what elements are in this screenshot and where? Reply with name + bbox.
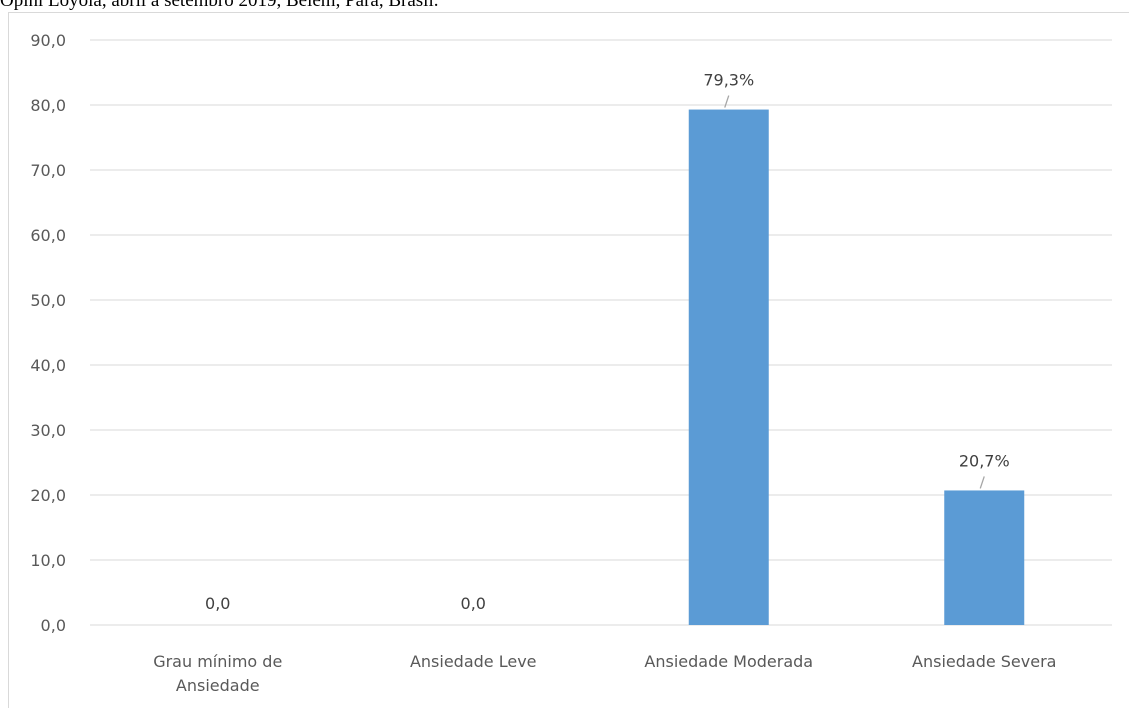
data-label: 0,0	[205, 594, 230, 613]
y-tick-label: 90,0	[30, 31, 66, 50]
y-tick-label: 50,0	[30, 291, 66, 310]
data-label-leader	[979, 476, 985, 489]
y-tick-label: 30,0	[30, 421, 66, 440]
category-label: Grau mínimo de	[153, 652, 282, 671]
category-label: Ansiedade Severa	[912, 652, 1056, 671]
y-tick-label: 80,0	[30, 96, 66, 115]
data-label: 79,3%	[703, 71, 754, 90]
category-label: Ansiedade Moderada	[644, 652, 813, 671]
category-label: Ansiedade Leve	[410, 652, 537, 671]
bar	[944, 490, 1025, 625]
y-tick-label: 40,0	[30, 356, 66, 375]
y-tick-label: 60,0	[30, 226, 66, 245]
data-label-leader	[724, 95, 730, 108]
figure-caption: Opinl Loyola, abril a setembro 2019, Bel…	[0, 0, 439, 11]
y-tick-label: 0,0	[41, 616, 66, 635]
data-label: 0,0	[461, 594, 486, 613]
y-tick-label: 10,0	[30, 551, 66, 570]
data-label: 20,7%	[959, 451, 1010, 470]
y-tick-label: 20,0	[30, 486, 66, 505]
y-tick-label: 70,0	[30, 161, 66, 180]
bar	[688, 109, 769, 626]
category-label: Ansiedade	[176, 676, 260, 695]
chart-frame	[8, 12, 1129, 708]
